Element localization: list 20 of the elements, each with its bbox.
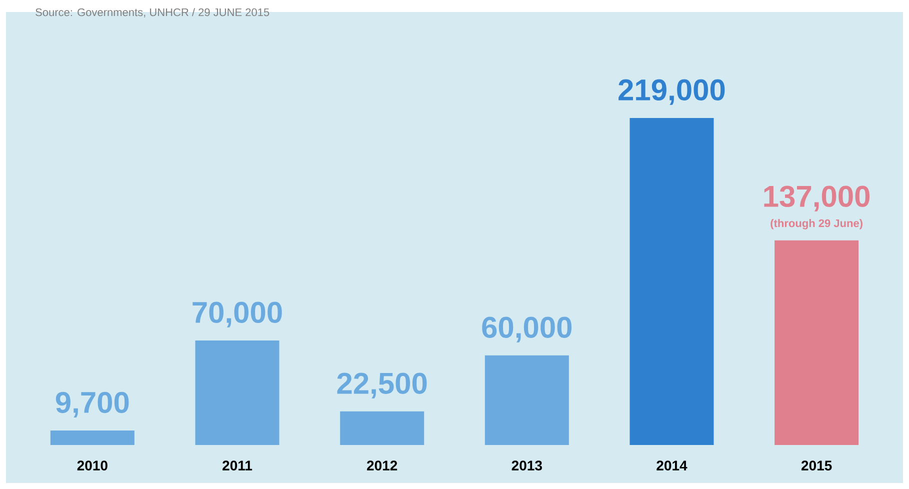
data-label: 9,700 [56, 392, 129, 418]
bar [50, 430, 134, 445]
bar [630, 118, 714, 445]
bar [484, 355, 569, 445]
data-label: 137,000 [764, 186, 870, 212]
x-tick-label: 2010 [77, 460, 108, 470]
data-label: 22,500 [337, 372, 427, 398]
data-label: 70,000 [192, 302, 282, 328]
x-tick-label: 2011 [222, 460, 252, 470]
x-tick-label: 2012 [366, 460, 398, 470]
x-tick-label: 2015 [801, 460, 832, 470]
x-tick-label: 2013 [512, 460, 542, 471]
data-label: 60,000 [482, 316, 572, 342]
x-tick-label: 2014 [656, 460, 688, 470]
bar [774, 240, 859, 445]
source-note: Source: Governments, UNHCR / 29 JUNE 2015 [36, 8, 270, 18]
data-label: 219,000 [618, 79, 725, 105]
bar [340, 411, 424, 445]
bar [195, 340, 280, 445]
annotation: (through 29 June) [770, 219, 862, 230]
